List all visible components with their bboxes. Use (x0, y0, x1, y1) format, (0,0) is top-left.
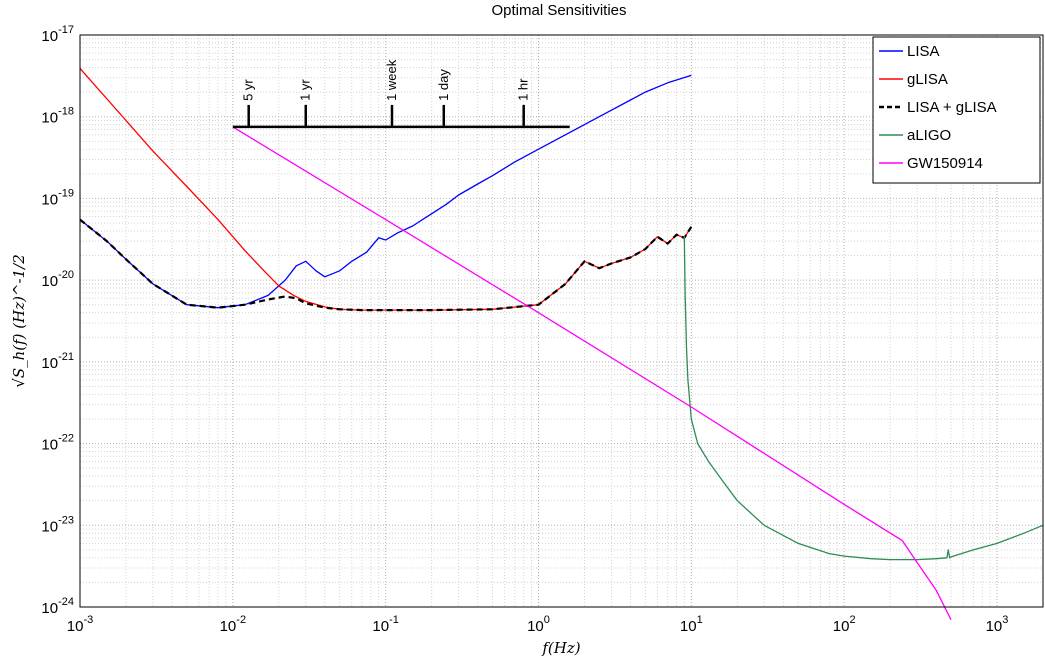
y-tick-label: 10-22 (41, 433, 74, 454)
period-tick-label: 1 week (384, 59, 399, 101)
x-tick-label: 101 (680, 614, 703, 635)
chart-title: Optimal Sensitivities (491, 2, 626, 19)
legend-entry: LISA (907, 43, 940, 60)
x-axis-label: f(Hz) (541, 639, 580, 657)
series-line-aligo (683, 235, 1044, 561)
y-tick-label: 10-19 (41, 187, 74, 208)
period-scale: 5 yr 1 yr 1 week 1 day 1 hr (232, 59, 570, 129)
legend-entry: GW150914 (907, 155, 983, 172)
period-tick-label: 1 hr (516, 78, 531, 101)
y-tick-label: 10-17 (41, 24, 74, 45)
legend-entry: gLISA (907, 71, 948, 88)
x-tick-label: 100 (527, 614, 550, 635)
y-tick-label: 10-24 (41, 596, 74, 617)
y-tick-label: 10-20 (41, 269, 74, 290)
period-tick-label: 1 day (436, 69, 451, 101)
series-line-gw150914 (232, 126, 952, 620)
grid-layer (79, 34, 1044, 608)
series-layer (79, 67, 1044, 620)
y-tick-label: 10-23 (41, 514, 74, 535)
x-tick-label: 10-3 (67, 614, 93, 635)
plot-frame (79, 34, 1044, 608)
x-tick-label: 102 (833, 614, 856, 635)
axis-labels: f(Hz) √S_h(f) (Hz)^-1/2 (10, 254, 581, 657)
period-tick-label: 5 yr (241, 79, 256, 101)
legend-entry: aLIGO (907, 127, 951, 144)
period-tick-label: 1 yr (298, 79, 313, 101)
x-tick-label: 103 (986, 614, 1009, 635)
legend: LISA gLISA LISA + gLISA aLIGO GW150914 (872, 36, 1041, 184)
x-tick-label: 10-2 (220, 614, 246, 635)
y-axis-label: √S_h(f) (Hz)^-1/2 (10, 254, 28, 387)
legend-box (872, 36, 1041, 184)
y-tick-label: 10-21 (41, 351, 74, 372)
y-tick-label: 10-18 (41, 106, 74, 127)
x-tick-label: 10-1 (372, 614, 398, 635)
legend-entry: LISA + gLISA (907, 99, 997, 116)
tick-labels: 10-3 10-2 10-1 100 101 102 103 10-24 10-23 10-22 1… (41, 24, 1008, 635)
